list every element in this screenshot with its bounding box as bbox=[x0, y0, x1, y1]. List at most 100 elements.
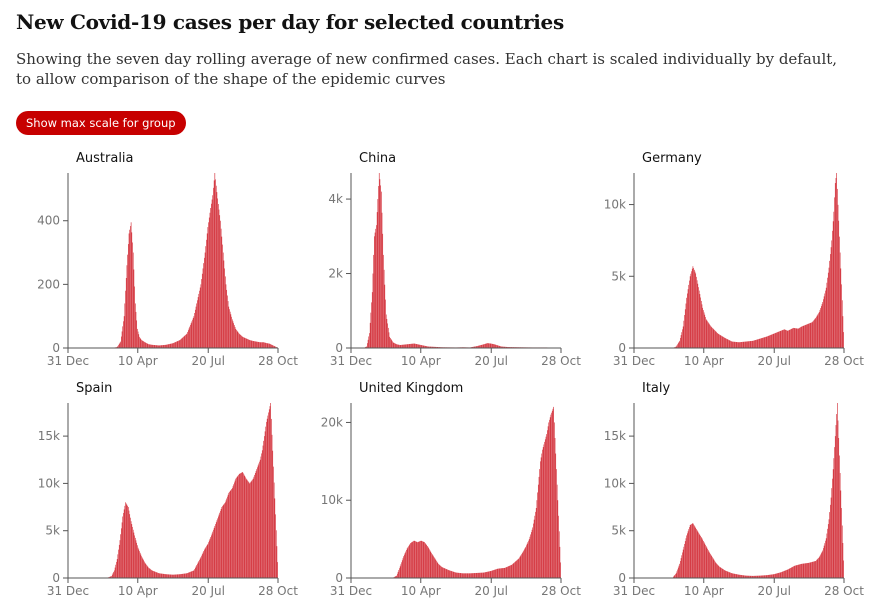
bar bbox=[817, 314, 819, 348]
bar bbox=[210, 208, 211, 348]
bar bbox=[236, 477, 237, 578]
bar bbox=[206, 546, 207, 578]
bar bbox=[693, 524, 694, 578]
bar bbox=[489, 571, 491, 578]
bar bbox=[275, 346, 277, 348]
bar bbox=[485, 343, 487, 348]
chart-title: Italy bbox=[642, 381, 671, 396]
bar bbox=[174, 342, 175, 348]
bar bbox=[404, 554, 405, 578]
bar bbox=[718, 334, 720, 348]
bar bbox=[704, 314, 706, 348]
bar bbox=[688, 529, 690, 578]
bar bbox=[531, 532, 532, 578]
bar bbox=[248, 339, 249, 348]
bar bbox=[681, 332, 683, 348]
bar bbox=[223, 504, 225, 578]
bar bbox=[406, 344, 407, 348]
bar bbox=[116, 559, 118, 578]
bar bbox=[477, 345, 478, 348]
bar bbox=[682, 552, 683, 578]
bar bbox=[790, 567, 791, 578]
bar bbox=[259, 461, 260, 578]
bar bbox=[742, 575, 744, 578]
bar bbox=[745, 575, 747, 578]
bar bbox=[700, 536, 701, 578]
bar bbox=[429, 346, 430, 348]
bar bbox=[381, 212, 383, 348]
bar bbox=[780, 572, 782, 578]
bar bbox=[131, 232, 133, 348]
chart-title: Australia bbox=[76, 151, 134, 166]
bar bbox=[415, 343, 417, 348]
x-tick-label: 31 Dec bbox=[613, 584, 655, 598]
show-max-scale-button[interactable]: Show max scale for group bbox=[16, 111, 186, 135]
bar bbox=[248, 482, 250, 578]
bar bbox=[208, 217, 210, 348]
bar bbox=[481, 344, 483, 348]
bar bbox=[836, 414, 837, 578]
bar bbox=[216, 520, 218, 578]
bar bbox=[164, 574, 165, 578]
chart-title: China bbox=[359, 151, 397, 166]
bar bbox=[174, 574, 175, 578]
bar bbox=[518, 558, 520, 578]
bar bbox=[782, 329, 784, 348]
x-tick-label: 31 Dec bbox=[47, 354, 89, 368]
bar bbox=[678, 341, 680, 348]
bar bbox=[791, 567, 793, 578]
bar bbox=[156, 345, 158, 348]
x-tick-label: 28 Oct bbox=[258, 354, 298, 368]
bar bbox=[770, 334, 772, 348]
bar bbox=[452, 571, 453, 578]
page-subtitle: Showing the seven day rolling average of… bbox=[16, 50, 838, 88]
bar bbox=[186, 333, 188, 348]
bar bbox=[838, 220, 840, 348]
bar bbox=[514, 561, 516, 578]
bar bbox=[489, 571, 490, 578]
bar bbox=[517, 559, 518, 578]
bar bbox=[141, 340, 142, 348]
bar bbox=[839, 455, 840, 578]
bar bbox=[741, 341, 743, 348]
bar bbox=[701, 304, 703, 348]
bar bbox=[435, 346, 437, 348]
bar bbox=[165, 574, 167, 578]
bar bbox=[229, 309, 230, 348]
bar bbox=[743, 341, 745, 348]
bar bbox=[180, 574, 181, 578]
bar bbox=[689, 280, 690, 348]
bar bbox=[477, 572, 479, 578]
bar bbox=[273, 345, 274, 348]
bar bbox=[205, 246, 207, 348]
bar bbox=[246, 479, 248, 578]
bar bbox=[222, 505, 224, 578]
bar bbox=[207, 227, 209, 348]
chart-panel-germany: Germany 0 5k 10k 31 Dec 10 Apr 20 Jul 28 Oct bbox=[582, 151, 864, 371]
bar bbox=[387, 327, 389, 348]
bar bbox=[125, 503, 127, 578]
bar bbox=[406, 344, 408, 348]
bar bbox=[835, 178, 837, 348]
bar bbox=[549, 417, 551, 578]
bar bbox=[778, 572, 780, 578]
bar bbox=[155, 345, 157, 348]
bar bbox=[210, 537, 211, 578]
bar bbox=[267, 343, 269, 348]
bar bbox=[436, 560, 437, 578]
bar bbox=[760, 338, 761, 348]
bar bbox=[138, 334, 140, 348]
bar bbox=[498, 345, 499, 348]
bar bbox=[252, 478, 254, 578]
bar bbox=[696, 276, 697, 348]
bar bbox=[800, 326, 802, 348]
bar bbox=[217, 518, 218, 578]
bar bbox=[243, 337, 245, 348]
y-tick-label: 10k bbox=[321, 493, 343, 507]
bar bbox=[768, 574, 770, 578]
bar bbox=[721, 568, 722, 578]
bar bbox=[382, 233, 384, 348]
bar bbox=[558, 515, 559, 578]
bar bbox=[696, 529, 697, 578]
chart-svg: 0 2k 4k 31 Dec 10 Apr 20 Jul 28 Oct bbox=[328, 173, 581, 368]
